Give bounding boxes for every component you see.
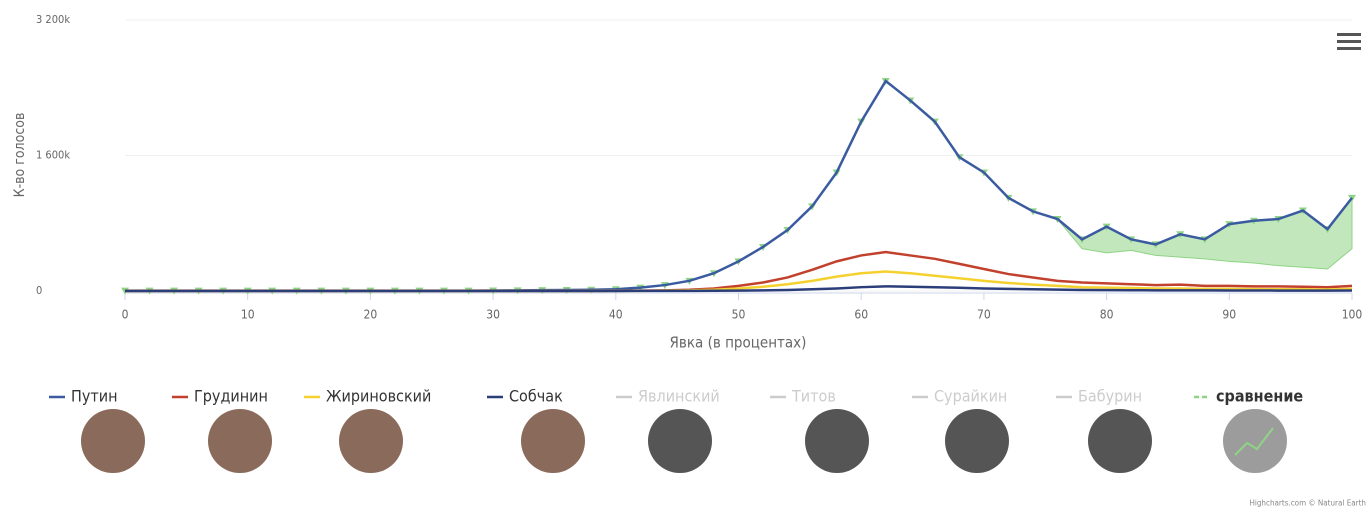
x-tick-label: 60 [854,308,868,322]
legend-item[interactable]: Бабурин [1056,387,1152,474]
credits: Highcharts.com © Natural Earth [1249,499,1366,508]
legend-item[interactable]: Жириновский [304,387,431,474]
series-line [125,270,1353,293]
menu-bar [1337,40,1361,43]
legend-item[interactable]: Титов [770,387,869,474]
legend-label: Жириновский [326,387,431,406]
candidate-photo [81,409,145,473]
x-tick-label: 30 [486,308,500,322]
legend-item[interactable]: Путин [49,387,145,474]
x-tick-label: 40 [609,308,623,322]
candidate-photo [648,409,712,473]
y-tick-label: 1 600k [36,149,70,162]
legend-label: Явлинский [638,387,720,406]
photo-icon [1234,427,1274,456]
candidate-photo [339,409,403,473]
legend-item[interactable]: Собчак [487,387,585,474]
legend-label: Собчак [509,387,563,406]
candidate-photo [521,409,585,473]
candidate-photo [945,409,1009,473]
legend-label: Грудинин [194,387,268,406]
candidate-photo [1223,409,1287,473]
legend-label: Титов [791,387,836,406]
legend-item[interactable]: Сурайкин [912,387,1009,474]
x-tick-label: 80 [1100,308,1114,322]
menu-icon[interactable] [1337,33,1361,50]
legend-label: Сурайкин [934,387,1007,406]
x-tick-label: 20 [364,308,378,322]
legend-label: Бабурин [1078,387,1142,406]
legend-item[interactable]: Явлинский [616,387,720,474]
y-tick-label: 0 [36,284,42,297]
x-tick-label: 90 [1222,308,1236,322]
candidate-photo [208,409,272,473]
x-axis-label: Явка (в процентах) [670,334,807,352]
x-tick-label: 50 [732,308,746,322]
candidate-photo [1088,409,1152,473]
x-tick-label: 0 [122,308,129,322]
legend-label: сравнение [1216,387,1303,406]
menu-bar [1337,47,1361,50]
legend-item[interactable]: Грудинин [172,387,272,474]
candidate-photo [805,409,869,473]
x-tick-label: 100 [1342,308,1363,322]
x-tick-label: 70 [977,308,991,322]
series-line [125,285,1353,293]
x-tick-label: 10 [241,308,255,322]
menu-bar [1337,33,1361,36]
series-line [125,250,1353,293]
y-axis-label: К-во голосов [12,113,28,198]
y-tick-label: 3 200k [36,13,70,26]
legend-item[interactable]: сравнение [1194,387,1303,474]
legend-label: Путин [71,387,118,406]
